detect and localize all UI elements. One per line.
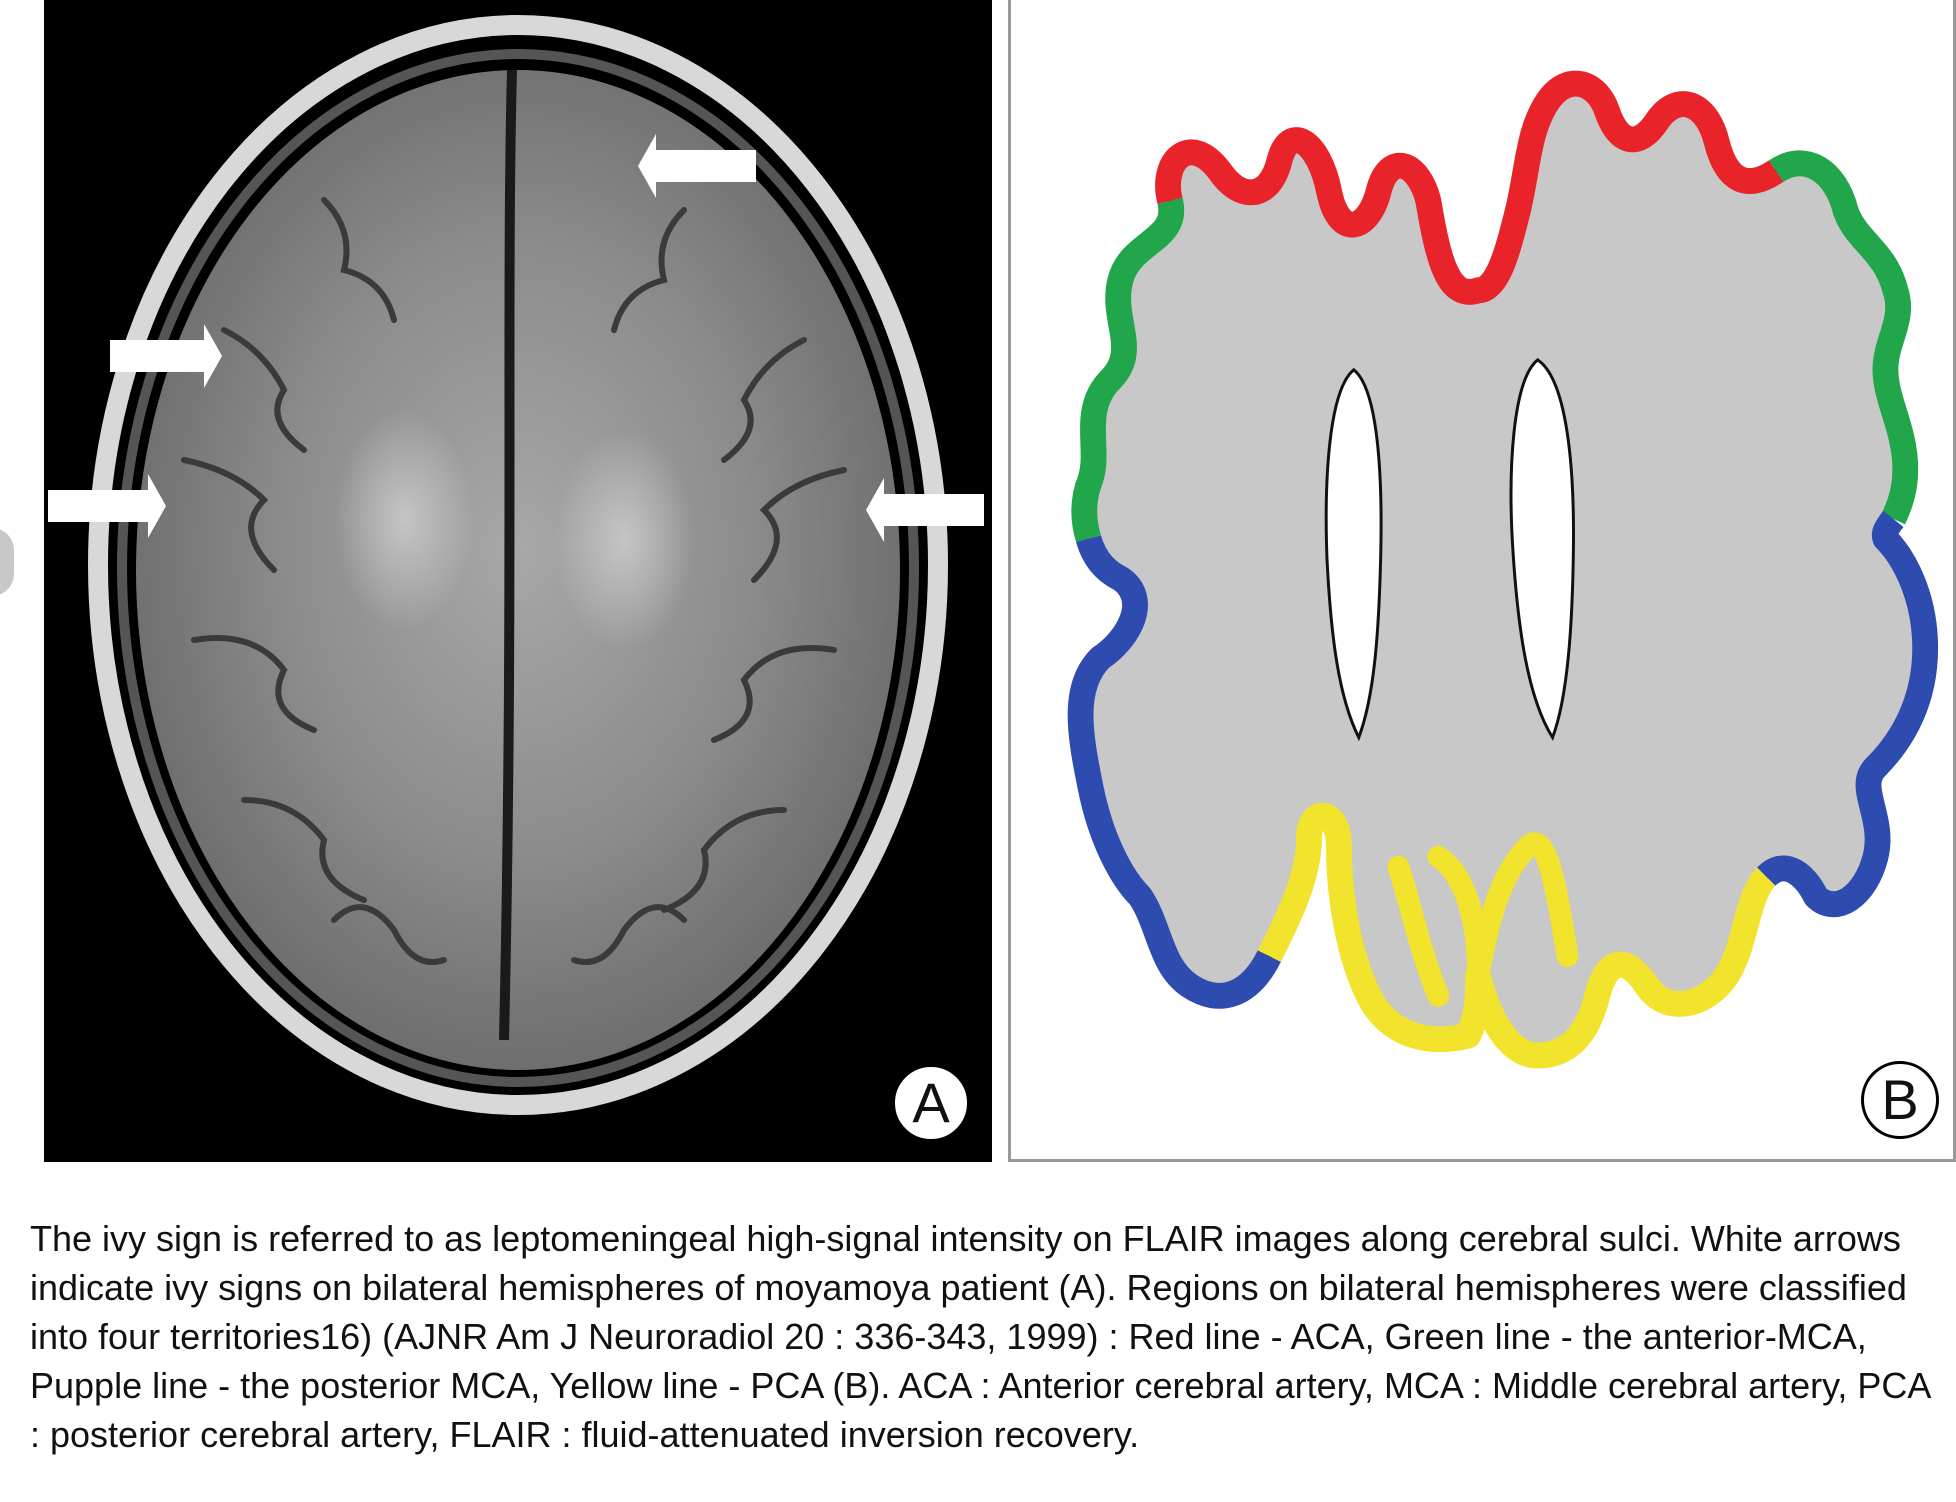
arrow-left-lower-right (866, 478, 984, 542)
skull-outer (88, 15, 948, 1115)
pca-medial-branches (1387, 832, 1579, 1007)
arrow-left-upper-right (638, 134, 756, 198)
side-scroll-tab[interactable] (0, 528, 14, 596)
territory-diagram: B (1008, 0, 1956, 1162)
ivy-sign-arrows (48, 134, 984, 542)
interhemispheric-fissure (499, 69, 517, 1041)
aca-territory (1155, 70, 1784, 305)
posterior-mca-territory-right (1757, 510, 1939, 918)
posterior-mca-territory-left (1067, 534, 1281, 1009)
sulci (181, 197, 847, 965)
skull-inner (117, 49, 919, 1087)
brain-territory-schematic (1067, 70, 1939, 1069)
arrow-right-upper-left (110, 324, 222, 388)
mri-flair-image: A (44, 0, 992, 1162)
panel-label-b: B (1861, 1061, 1939, 1139)
anterior-mca-territory-right (1768, 150, 1919, 525)
anterior-mca-territory-left (1071, 197, 1185, 543)
right-lateral-ventricle (1509, 358, 1575, 741)
arrow-right-lower-left (48, 474, 166, 538)
panel-label-a: A (892, 1064, 970, 1142)
left-lateral-ventricle (1324, 367, 1383, 742)
figure-caption: The ivy sign is referred to as leptomeni… (30, 1218, 1930, 1455)
mri-axial-brain (48, 15, 984, 1115)
brain-parenchyma (136, 70, 900, 1070)
